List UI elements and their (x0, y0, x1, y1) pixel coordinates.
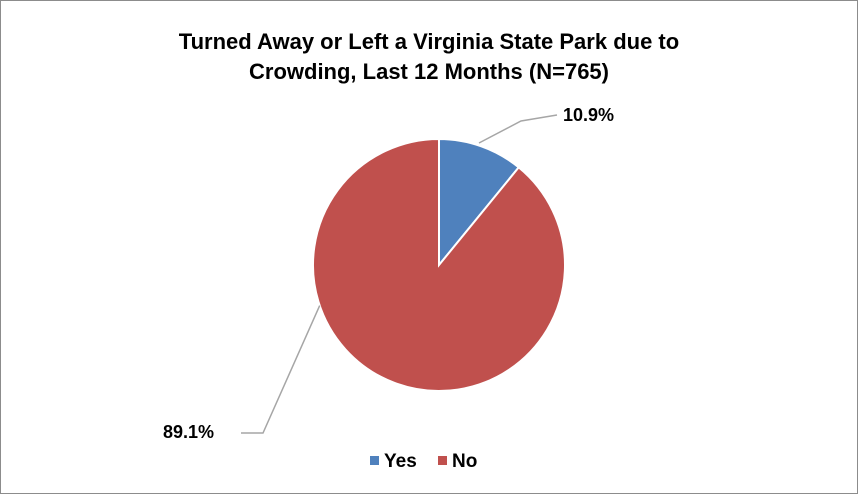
legend-swatch-yes (370, 456, 379, 465)
leader-lines (241, 114, 558, 434)
legend: Yes No (370, 451, 477, 472)
pie-slices (312, 137, 566, 392)
legend-swatch-no (438, 456, 447, 465)
data-label-no: 89.1% (163, 422, 214, 442)
leader-line-no (241, 305, 321, 434)
chart-title-line-1: Turned Away or Left a Virginia State Par… (179, 29, 679, 54)
pie-slice-no (312, 137, 566, 392)
data-label-yes: 10.9% (563, 105, 614, 125)
legend-label-yes: Yes (384, 451, 417, 472)
pie-slice-yes (438, 137, 521, 268)
leader-line-yes (478, 114, 558, 144)
chart-title-line-2: Crowding, Last 12 Months (N=765) (249, 59, 609, 84)
legend-label-no: No (452, 451, 477, 472)
